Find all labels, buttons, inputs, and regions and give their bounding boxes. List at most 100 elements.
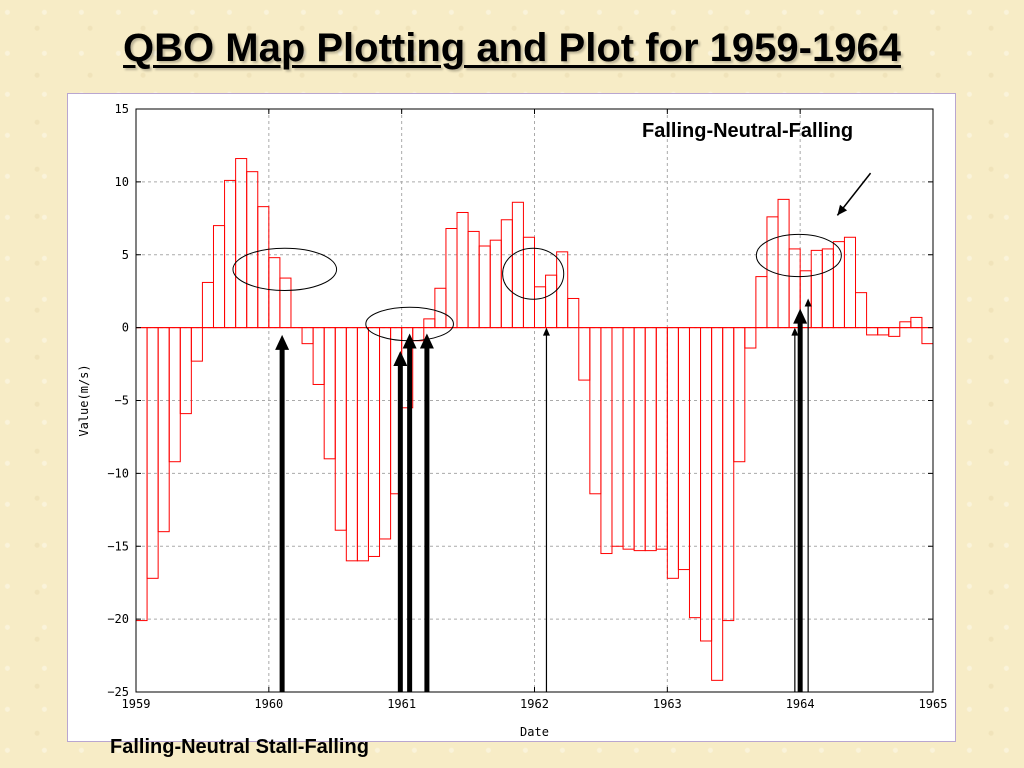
bar bbox=[467, 230, 480, 329]
qbo-bar-chart: −25 −20 −15 −10 −5 0 5 10 15 1959 1960 1961 1962 1963… bbox=[77, 102, 947, 739]
bar bbox=[722, 327, 735, 622]
bar bbox=[688, 327, 702, 619]
bar bbox=[224, 179, 237, 329]
arrow-head bbox=[419, 333, 434, 349]
bar bbox=[190, 327, 203, 362]
bar bbox=[777, 198, 790, 329]
arrow-head bbox=[275, 334, 290, 350]
bottom-annotation-caption: Falling-Neutral Stall-Falling bbox=[110, 736, 369, 758]
x-tick-label: 1963 bbox=[653, 697, 682, 711]
bar bbox=[434, 287, 447, 329]
bar bbox=[545, 274, 558, 329]
arrow-head bbox=[793, 308, 808, 324]
bar bbox=[921, 327, 934, 345]
bar bbox=[157, 327, 170, 533]
bar bbox=[323, 327, 336, 460]
y-tick-label: 10 bbox=[115, 175, 129, 189]
highlight-ellipse bbox=[755, 233, 842, 278]
bar bbox=[866, 327, 879, 336]
bar bbox=[279, 277, 292, 329]
bar bbox=[334, 327, 347, 531]
bar bbox=[312, 327, 325, 385]
bar bbox=[810, 249, 823, 329]
bar bbox=[201, 281, 214, 329]
bar bbox=[146, 327, 159, 579]
bar bbox=[445, 228, 458, 329]
y-tick-label: −25 bbox=[107, 685, 129, 699]
annotation-markers bbox=[232, 172, 872, 692]
y-tick-label: −15 bbox=[107, 539, 129, 553]
bar bbox=[655, 327, 668, 550]
y-tick-label: −10 bbox=[107, 466, 129, 480]
y-tick-label: 0 bbox=[122, 321, 129, 335]
bar bbox=[888, 327, 901, 337]
bar bbox=[367, 327, 381, 557]
slide-title: QBO Map Plotting and Plot for 1959-1964 bbox=[123, 26, 901, 70]
bar bbox=[855, 292, 868, 329]
highlight-ellipse bbox=[232, 247, 338, 291]
x-tick-label: 1961 bbox=[387, 697, 416, 711]
arrow-head bbox=[791, 327, 799, 336]
bar bbox=[677, 327, 690, 571]
bar bbox=[301, 327, 314, 345]
bar bbox=[843, 236, 857, 329]
x-tick-label: 1964 bbox=[786, 697, 815, 711]
chart-frame: −25 −20 −15 −10 −5 0 5 10 15 1959 1960 1961 1962 1963… bbox=[67, 93, 956, 742]
bar bbox=[622, 327, 635, 550]
arrow-head bbox=[804, 298, 812, 307]
arrow-head bbox=[542, 327, 550, 336]
bar bbox=[412, 327, 425, 342]
bar bbox=[733, 327, 746, 463]
y-axis-title: Value(m/s) bbox=[77, 364, 91, 436]
bar bbox=[345, 327, 358, 562]
bar bbox=[212, 225, 226, 329]
bar bbox=[456, 211, 469, 329]
bar bbox=[877, 327, 890, 336]
bar bbox=[356, 327, 369, 562]
bar bbox=[644, 327, 657, 552]
arrow-head bbox=[393, 350, 408, 366]
x-tick-label: 1960 bbox=[254, 697, 283, 711]
bar bbox=[633, 327, 646, 552]
x-tick-label: 1962 bbox=[520, 697, 549, 711]
highlight-ellipse bbox=[502, 247, 565, 300]
bar bbox=[666, 327, 679, 579]
bar bbox=[268, 257, 281, 329]
top-annotation-caption: Falling-Neutral-Falling bbox=[642, 120, 854, 142]
bar bbox=[235, 158, 248, 329]
arrow-head bbox=[402, 333, 417, 349]
bar bbox=[611, 327, 624, 547]
bar bbox=[600, 327, 613, 555]
y-tick-label: 15 bbox=[115, 102, 129, 116]
y-tick-label: 5 bbox=[122, 248, 129, 262]
bar bbox=[755, 276, 768, 329]
y-tick-label: −20 bbox=[107, 612, 129, 626]
bar bbox=[533, 286, 547, 329]
bar bbox=[257, 206, 270, 329]
bar bbox=[556, 251, 569, 329]
axes: −25 −20 −15 −10 −5 0 5 10 15 1959 1960 1961 1962 1963… bbox=[77, 102, 947, 739]
bar bbox=[168, 327, 181, 463]
bar bbox=[700, 327, 713, 642]
bar bbox=[910, 316, 923, 329]
pointer-arrow-head bbox=[837, 204, 848, 216]
grid-lines bbox=[136, 109, 933, 692]
bar bbox=[711, 327, 724, 681]
bar bbox=[567, 297, 580, 329]
x-tick-label: 1965 bbox=[919, 697, 948, 711]
bar bbox=[899, 321, 912, 329]
bar bbox=[246, 171, 259, 329]
bar bbox=[379, 327, 392, 540]
bar bbox=[135, 327, 148, 622]
bar bbox=[511, 201, 524, 329]
bar bbox=[423, 318, 436, 329]
bar bbox=[489, 239, 502, 329]
bar bbox=[821, 248, 834, 329]
bar bbox=[522, 236, 535, 329]
y-tick-label: −5 bbox=[115, 394, 129, 408]
x-axis-title: Date bbox=[520, 725, 549, 739]
bar bbox=[478, 245, 491, 329]
bar bbox=[744, 327, 757, 349]
bar bbox=[578, 327, 591, 381]
bar bbox=[589, 327, 602, 495]
